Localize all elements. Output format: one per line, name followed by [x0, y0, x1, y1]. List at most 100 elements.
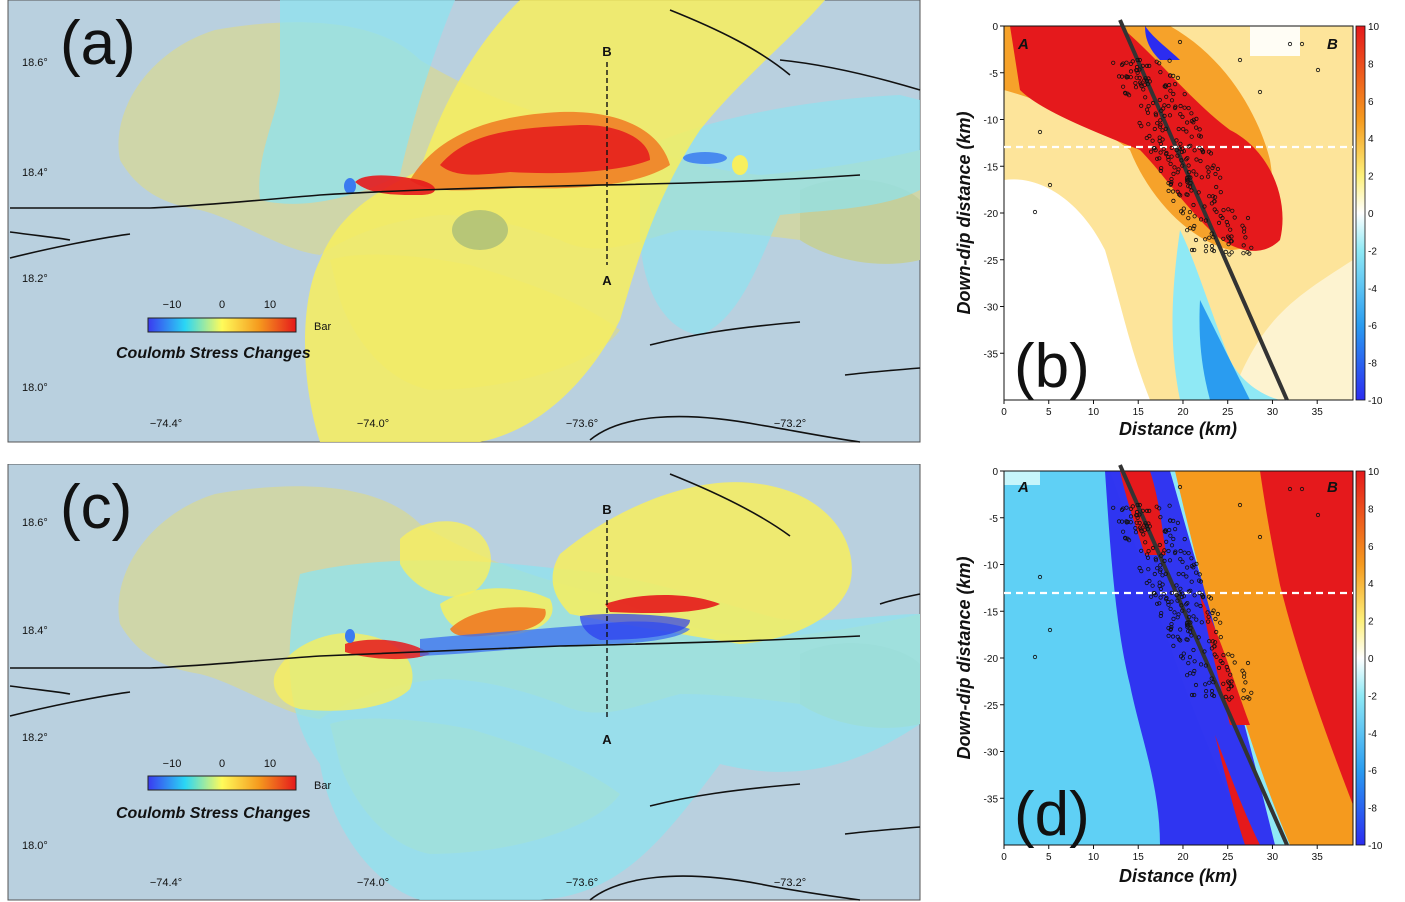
- aftershock-point: [1180, 114, 1185, 120]
- aftershock-point: [1146, 104, 1151, 109]
- aftershock-point: [1187, 184, 1193, 189]
- aftershock-point: [1146, 521, 1151, 526]
- aftershock-point: [1153, 113, 1159, 118]
- aftershock-point: [1181, 572, 1186, 577]
- aftershock-point: [1169, 625, 1174, 630]
- aftershock-point: [1134, 75, 1139, 80]
- aftershock-point: [1227, 252, 1232, 257]
- aftershock-point: [1180, 146, 1185, 151]
- colorbar-tick-label: 10: [1368, 22, 1380, 33]
- aftershock-point: [1168, 606, 1173, 611]
- colorbar-tick-label: -2: [1368, 246, 1377, 257]
- aftershock-point: [1187, 629, 1193, 634]
- aftershock-point: [1249, 245, 1254, 250]
- aftershock-point: [1166, 633, 1171, 638]
- aftershock-point: [1245, 215, 1251, 221]
- aftershock-point: [1189, 692, 1195, 698]
- aftershock-point: [1133, 81, 1138, 86]
- colorbar-tick-label: 8: [1368, 59, 1374, 70]
- aftershock-point: [1175, 615, 1180, 620]
- aftershock-point: [1225, 679, 1231, 684]
- aftershock-point: [1160, 582, 1165, 587]
- svg-text:Bar: Bar: [314, 780, 331, 792]
- aftershock-point: [1315, 512, 1321, 518]
- aftershock-point: [1155, 601, 1160, 606]
- aftershock-point: [1226, 652, 1231, 657]
- aftershock-point: [1178, 627, 1183, 632]
- aftershock-point: [1133, 530, 1139, 535]
- aftershock-point: [1184, 574, 1189, 579]
- aftershock-point: [1144, 63, 1150, 69]
- aftershock-point: [1210, 692, 1215, 697]
- aftershock-point: [1133, 526, 1138, 531]
- aftershock-point: [1200, 150, 1206, 155]
- aftershock-point: [1229, 684, 1234, 689]
- aftershock-point: [1178, 141, 1183, 146]
- aftershock-point: [1166, 188, 1171, 193]
- aftershock-point: [1193, 682, 1199, 688]
- aftershock-point: [1197, 127, 1202, 132]
- aftershock-point: [1121, 506, 1126, 511]
- aftershock-point: [1157, 97, 1162, 103]
- aftershock-point: [1144, 552, 1150, 557]
- aftershock-point: [1186, 551, 1191, 556]
- colorbar-tick-label: -6: [1368, 766, 1377, 777]
- aftershock-point: [1191, 117, 1196, 122]
- aftershock-point: [1146, 567, 1151, 572]
- aftershock-point: [1139, 548, 1144, 553]
- aftershock-point: [1223, 249, 1228, 254]
- lat-label: 18.4°: [22, 625, 48, 637]
- aftershock-point: [1192, 659, 1197, 664]
- lon-label: −74.0°: [357, 877, 389, 889]
- aftershock-point: [1206, 169, 1211, 174]
- aftershock-point: [1173, 82, 1178, 87]
- aftershock-point: [1218, 175, 1223, 180]
- aftershock-point: [1137, 120, 1142, 126]
- aftershock-point: [1209, 676, 1214, 681]
- aftershock-point: [1170, 189, 1176, 194]
- aftershock-point: [1194, 561, 1199, 567]
- x-tick-label: 15: [1133, 852, 1145, 863]
- aftershock-point: [1175, 520, 1180, 526]
- aftershock-point: [1119, 519, 1125, 524]
- lon-label: −73.6°: [566, 877, 598, 889]
- y-tick-label: -25: [984, 701, 999, 712]
- aftershock-point: [1189, 556, 1194, 561]
- lon-label: −74.4°: [150, 877, 182, 889]
- aftershock-point: [1169, 145, 1174, 150]
- lon-label: −74.0°: [357, 418, 389, 430]
- svg-text:−10: −10: [163, 299, 182, 311]
- section-colorbar-ticks: 10 8 6 4 2 0 -2 -4 -6 -8 -10: [1368, 467, 1383, 852]
- lon-label: −73.2°: [774, 418, 806, 430]
- aftershock-point: [1187, 655, 1192, 660]
- aftershock-point: [1184, 157, 1189, 162]
- aftershock-point: [1198, 217, 1204, 222]
- aftershock-point: [1037, 574, 1043, 580]
- lat-label: 18.2°: [22, 273, 48, 285]
- aftershock-point: [1161, 147, 1166, 152]
- aftershock-point: [1178, 182, 1183, 187]
- aftershock-point: [1211, 680, 1216, 685]
- aftershock-point: [1188, 175, 1193, 180]
- aftershock-point: [1146, 122, 1151, 127]
- colorbar-tick-label: 8: [1368, 504, 1374, 515]
- aftershock-point: [1146, 549, 1151, 554]
- aftershock-point: [1128, 61, 1133, 67]
- aftershock-point: [1198, 662, 1204, 667]
- x-tick-label: 5: [1046, 852, 1052, 863]
- aftershock-point: [1161, 592, 1166, 597]
- aftershock-point: [1111, 60, 1116, 65]
- aftershock-point: [1206, 614, 1211, 619]
- svg-text:10: 10: [264, 299, 276, 311]
- section-x-ticks: 0 5 10 15 20 25 30 35: [1001, 845, 1323, 863]
- aftershock-point: [1047, 627, 1053, 633]
- section-end-a: A: [1017, 36, 1029, 53]
- aftershock-point: [1212, 652, 1217, 657]
- aftershock-point: [1228, 672, 1233, 677]
- colorbar-tick-label: -10: [1368, 396, 1383, 407]
- aftershock-point: [1121, 529, 1126, 534]
- aftershock-point: [1152, 591, 1157, 596]
- aftershock-point: [1175, 189, 1180, 194]
- aftershock-point: [1149, 149, 1154, 154]
- aftershock-point: [1169, 599, 1174, 604]
